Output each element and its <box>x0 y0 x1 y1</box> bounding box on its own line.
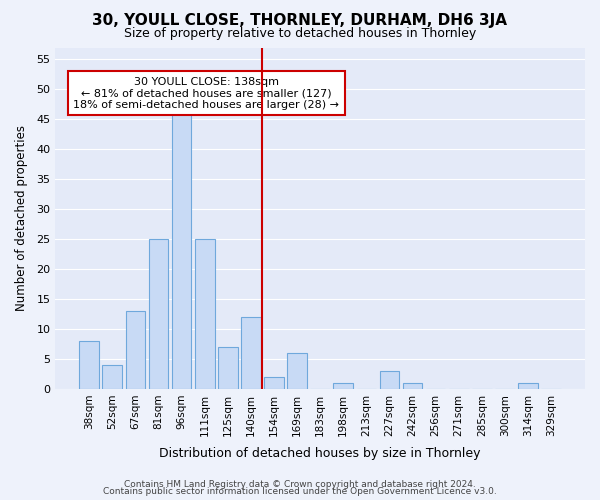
Text: 30 YOULL CLOSE: 138sqm
← 81% of detached houses are smaller (127)
18% of semi-de: 30 YOULL CLOSE: 138sqm ← 81% of detached… <box>73 76 339 110</box>
Text: Contains public sector information licensed under the Open Government Licence v3: Contains public sector information licen… <box>103 488 497 496</box>
Bar <box>241 317 260 389</box>
Bar <box>125 311 145 389</box>
Bar <box>149 239 169 389</box>
X-axis label: Distribution of detached houses by size in Thornley: Distribution of detached houses by size … <box>160 447 481 460</box>
Bar <box>287 353 307 389</box>
Bar <box>103 365 122 389</box>
Bar <box>518 383 538 389</box>
Text: Contains HM Land Registry data © Crown copyright and database right 2024.: Contains HM Land Registry data © Crown c… <box>124 480 476 489</box>
Bar <box>79 341 99 389</box>
Bar <box>218 347 238 389</box>
Bar <box>403 383 422 389</box>
Bar <box>172 114 191 389</box>
Bar <box>380 371 399 389</box>
Text: Size of property relative to detached houses in Thornley: Size of property relative to detached ho… <box>124 28 476 40</box>
Y-axis label: Number of detached properties: Number of detached properties <box>15 125 28 311</box>
Bar <box>264 377 284 389</box>
Bar <box>195 239 215 389</box>
Text: 30, YOULL CLOSE, THORNLEY, DURHAM, DH6 3JA: 30, YOULL CLOSE, THORNLEY, DURHAM, DH6 3… <box>92 12 508 28</box>
Bar <box>334 383 353 389</box>
